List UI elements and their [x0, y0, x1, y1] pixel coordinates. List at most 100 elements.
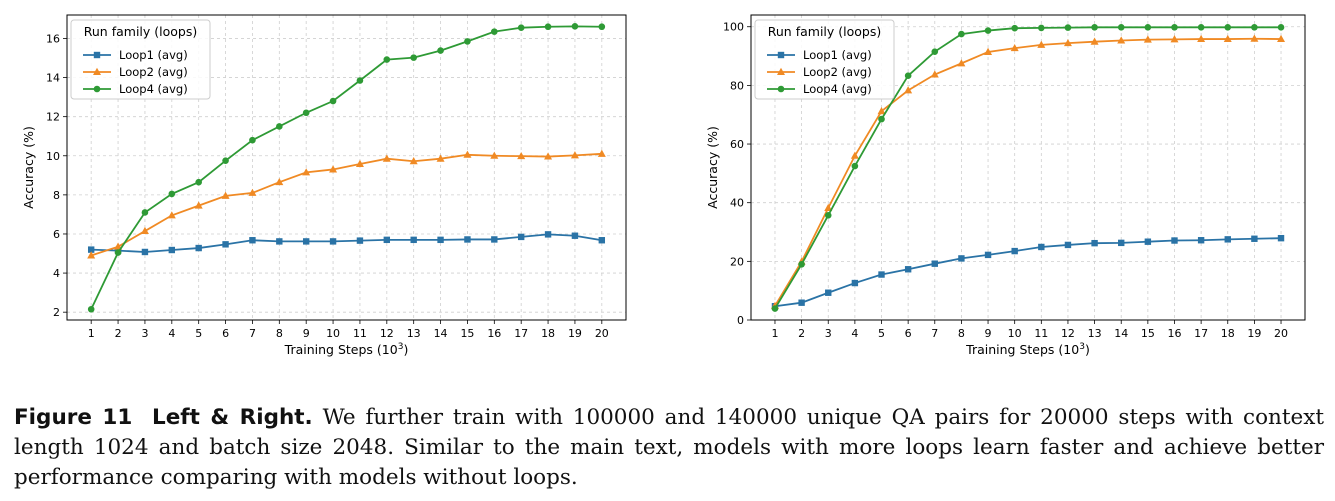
data-point — [87, 305, 95, 313]
data-point — [598, 23, 606, 31]
data-point — [597, 149, 606, 157]
data-point — [276, 123, 283, 130]
data-point — [194, 201, 203, 209]
x-tick-label: 8 — [276, 327, 283, 340]
data-point — [824, 212, 832, 219]
series-line — [91, 233, 602, 253]
legend-marker — [777, 85, 785, 93]
series-loop1-avg- — [87, 231, 606, 256]
data-point — [1091, 24, 1098, 31]
data-point — [1251, 235, 1258, 242]
data-point — [276, 238, 283, 245]
x-tick-label: 19 — [568, 327, 582, 340]
data-point — [1251, 24, 1258, 31]
legend: Run family (loops) Loop1 (avg) Loop2 (avg)… — [70, 19, 211, 100]
data-point — [383, 56, 391, 63]
y-axis-label: Accuracy (%) — [705, 126, 720, 209]
x-tick-label: 13 — [407, 327, 421, 340]
data-point — [1010, 43, 1019, 52]
y-tick-label: 20 — [730, 255, 744, 268]
series-loop4-avg- — [87, 23, 606, 313]
data-point — [1197, 24, 1205, 31]
data-point — [1250, 34, 1259, 42]
data-point — [168, 190, 176, 198]
x-tick-label: 13 — [1088, 327, 1102, 340]
data-point — [329, 238, 337, 245]
x-axis-label: Training Steps (103) — [965, 342, 1090, 357]
x-tick-label: 6 — [905, 327, 912, 340]
data-point — [851, 162, 859, 170]
x-tick-label: 8 — [958, 327, 965, 340]
data-point — [356, 237, 364, 244]
data-point — [436, 154, 445, 162]
data-point — [1144, 24, 1152, 31]
x-tick-label: 2 — [115, 327, 122, 340]
legend-box — [70, 19, 211, 100]
data-point — [1011, 24, 1018, 32]
data-point — [1197, 237, 1205, 244]
x-tick-label: 20 — [595, 327, 609, 340]
series-line — [90, 152, 602, 257]
data-point — [490, 151, 499, 159]
data-point — [249, 237, 256, 244]
data-point — [517, 24, 525, 32]
data-point — [168, 246, 176, 254]
legend-label: Loop4 (avg) — [119, 82, 188, 96]
data-point — [824, 203, 833, 211]
data-point — [544, 152, 553, 160]
x-tick-label: 17 — [1194, 327, 1208, 340]
data-point — [1171, 237, 1178, 244]
data-point — [275, 177, 284, 186]
data-point — [851, 279, 859, 287]
x-tick-label: 9 — [303, 327, 310, 340]
x-tick-label: 10 — [326, 327, 340, 340]
x-tick-label: 1 — [88, 327, 95, 340]
x-tick-label: 6 — [222, 327, 229, 340]
data-point — [904, 86, 913, 94]
plot-frame — [750, 14, 1306, 321]
data-point — [517, 233, 525, 241]
series-loop2-avg- — [87, 149, 606, 259]
data-point — [1224, 236, 1231, 243]
x-axis-label: Training Steps (103) — [284, 342, 409, 357]
data-point — [957, 59, 966, 67]
data-point — [931, 260, 938, 267]
chart-right: 1 2 3 4 5 6 7 8 9 10 11 12 13 14 15 16 17 18 19 20020406080… — [705, 14, 1306, 357]
data-point — [167, 211, 176, 219]
caption-bold-lead: Left & Right. — [152, 405, 313, 430]
y-tick-label: 100 — [723, 21, 744, 34]
data-point — [355, 159, 364, 167]
data-point — [140, 226, 149, 235]
y-tick-label: 8 — [53, 189, 60, 202]
caption-text: We further train with 100000 and 140000 … — [14, 405, 1324, 490]
data-point — [931, 48, 939, 55]
data-point — [1064, 241, 1072, 249]
legend-marker — [93, 85, 101, 93]
series-line — [90, 25, 602, 310]
x-tick-label: 5 — [878, 327, 885, 340]
x-tick-label: 10 — [1008, 327, 1022, 340]
y-tick-label: 16 — [46, 32, 60, 45]
data-point — [1197, 34, 1206, 43]
x-tick-label: 2 — [798, 327, 805, 340]
data-point — [302, 109, 310, 117]
x-tick-label: 18 — [541, 327, 555, 340]
data-point — [598, 237, 606, 244]
x-tick-label: 18 — [1221, 327, 1235, 340]
x-tick-label: 3 — [825, 327, 832, 340]
data-point — [87, 251, 96, 259]
data-point — [878, 271, 885, 278]
data-point — [930, 70, 939, 78]
x-tick-label: 12 — [380, 327, 394, 340]
data-point — [958, 255, 965, 262]
data-point — [1118, 239, 1125, 247]
data-point — [825, 289, 832, 296]
data-point — [798, 299, 805, 306]
series-line — [774, 26, 1282, 310]
data-point — [1091, 239, 1098, 247]
data-point — [329, 165, 338, 173]
data-point — [544, 231, 552, 238]
data-point — [571, 232, 579, 239]
data-point — [877, 106, 886, 115]
x-tick-label: 15 — [460, 327, 474, 340]
